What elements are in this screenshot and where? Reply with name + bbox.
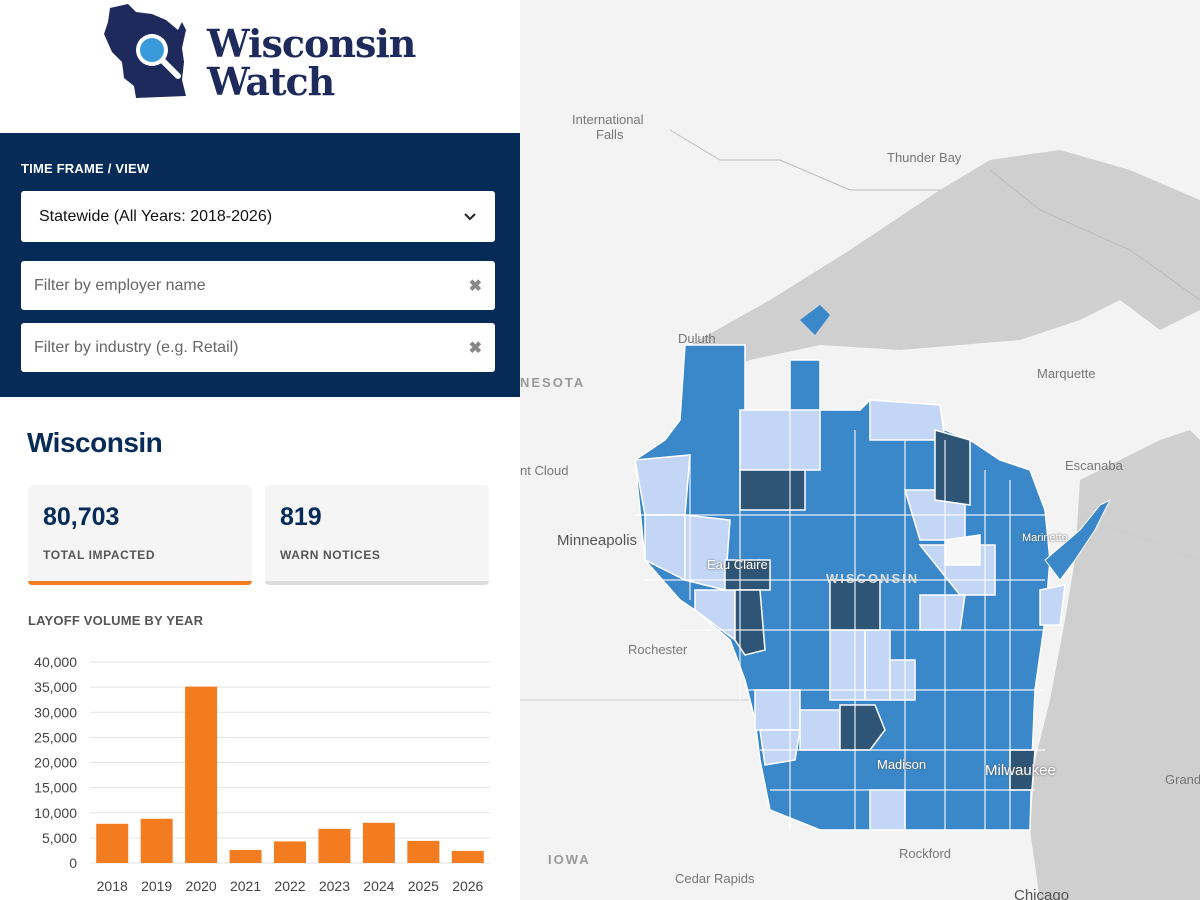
label-wisconsin: WISCONSIN bbox=[826, 571, 920, 586]
label-marquette: Marquette bbox=[1037, 366, 1096, 381]
y-tick-label: 5,000 bbox=[42, 830, 77, 846]
filter-panel: TIME FRAME / VIEW Statewide (All Years: … bbox=[0, 133, 520, 397]
total-impacted-card[interactable]: 80,703 TOTAL IMPACTED bbox=[28, 485, 252, 585]
warn-notices-value: 819 bbox=[280, 503, 322, 531]
clear-employer-icon[interactable]: ✖ bbox=[468, 277, 482, 295]
total-impacted-value: 80,703 bbox=[43, 503, 120, 531]
warn-notices-card[interactable]: 819 WARN NOTICES bbox=[265, 485, 489, 585]
logo[interactable]: Wisconsin Watch bbox=[0, 0, 520, 133]
y-tick-label: 40,000 bbox=[34, 654, 77, 670]
x-tick-label: 2026 bbox=[452, 878, 483, 894]
bar-2023[interactable] bbox=[318, 828, 351, 863]
employer-filter-placeholder: Filter by employer name bbox=[34, 276, 206, 294]
label-minnesota: NESOTA bbox=[520, 375, 586, 390]
label-thunder-bay: Thunder Bay bbox=[887, 150, 962, 165]
label-iowa: IOWA bbox=[548, 852, 591, 867]
y-tick-label: 0 bbox=[69, 855, 77, 871]
label-minneapolis: Minneapolis bbox=[557, 532, 638, 549]
map[interactable]: International Falls Thunder Bay Duluth N… bbox=[520, 0, 1200, 900]
chevron-down-icon bbox=[464, 212, 476, 220]
warn-notices-label: WARN NOTICES bbox=[280, 548, 381, 562]
label-marinette: Marinette bbox=[1022, 532, 1068, 544]
label-cedar-rapids: Cedar Rapids bbox=[675, 871, 755, 886]
x-tick-label: 2022 bbox=[274, 878, 305, 894]
y-tick-label: 15,000 bbox=[34, 780, 77, 796]
x-tick-label: 2024 bbox=[363, 878, 394, 894]
total-impacted-label: TOTAL IMPACTED bbox=[43, 548, 156, 562]
label-eau-claire: Eau Claire bbox=[707, 557, 768, 572]
x-tick-label: 2021 bbox=[230, 878, 261, 894]
label-st-cloud: nt Cloud bbox=[520, 463, 569, 478]
industry-filter-placeholder: Filter by industry (e.g. Retail) bbox=[34, 338, 239, 356]
bar-2021[interactable] bbox=[229, 849, 262, 863]
bar-2019[interactable] bbox=[140, 818, 173, 863]
lake-michigan bbox=[1030, 430, 1200, 900]
bar-2024[interactable] bbox=[362, 822, 395, 863]
label-escanaba: Escanaba bbox=[1065, 458, 1123, 473]
label-chicago: Chicago bbox=[1014, 887, 1070, 900]
timeframe-select[interactable]: Statewide (All Years: 2018-2026) bbox=[21, 191, 495, 242]
label-rochester: Rochester bbox=[628, 642, 688, 657]
bar-2018[interactable] bbox=[96, 823, 129, 863]
y-tick-label: 35,000 bbox=[34, 679, 77, 695]
x-tick-label: 2023 bbox=[319, 878, 350, 894]
timeframe-label: TIME FRAME / VIEW bbox=[21, 161, 150, 176]
x-tick-label: 2018 bbox=[97, 878, 128, 894]
sidebar: Wisconsin Watch TIME FRAME / VIEW Statew… bbox=[0, 0, 520, 900]
bar-2022[interactable] bbox=[274, 841, 306, 863]
employer-filter-input[interactable]: Filter by employer name ✖ bbox=[21, 261, 495, 310]
x-tick-label: 2020 bbox=[186, 878, 217, 894]
wisconsin-magnifier-icon bbox=[104, 4, 186, 98]
timeframe-selected-value: Statewide (All Years: 2018-2026) bbox=[39, 207, 273, 225]
layoff-bar-chart: 0 5,000 10,000 15,000 20,000 25,000 30,000 35,0… bbox=[34, 654, 490, 894]
label-international-falls-1: International bbox=[572, 112, 644, 127]
label-rockford: Rockford bbox=[899, 846, 952, 861]
industry-filter-input[interactable]: Filter by industry (e.g. Retail) ✖ bbox=[21, 323, 495, 372]
map-canvas[interactable] bbox=[520, 0, 1200, 900]
label-milwaukee: Milwaukee bbox=[985, 762, 1056, 779]
lake-superior bbox=[690, 150, 1200, 380]
label-international-falls-2: Falls bbox=[596, 127, 624, 142]
label-grand: Grand bbox=[1165, 772, 1200, 787]
bar-2020[interactable] bbox=[185, 686, 218, 863]
y-tick-label: 25,000 bbox=[34, 729, 77, 745]
y-tick-label: 20,000 bbox=[34, 755, 77, 771]
x-tick-label: 2019 bbox=[141, 878, 172, 894]
x-tick-label: 2025 bbox=[408, 878, 439, 894]
logo-text-line1: Wisconsin bbox=[207, 21, 416, 66]
logo-text-line2: Watch bbox=[207, 59, 335, 104]
bar-2025[interactable] bbox=[407, 840, 440, 863]
region-title: Wisconsin bbox=[27, 427, 163, 458]
label-duluth: Duluth bbox=[678, 331, 716, 346]
y-tick-label: 10,000 bbox=[34, 805, 77, 821]
bar-2026[interactable] bbox=[451, 850, 484, 863]
clear-industry-icon[interactable]: ✖ bbox=[468, 339, 482, 357]
chart-title: LAYOFF VOLUME BY YEAR bbox=[28, 613, 204, 628]
y-tick-label: 30,000 bbox=[34, 704, 77, 720]
label-madison: Madison bbox=[877, 757, 927, 772]
